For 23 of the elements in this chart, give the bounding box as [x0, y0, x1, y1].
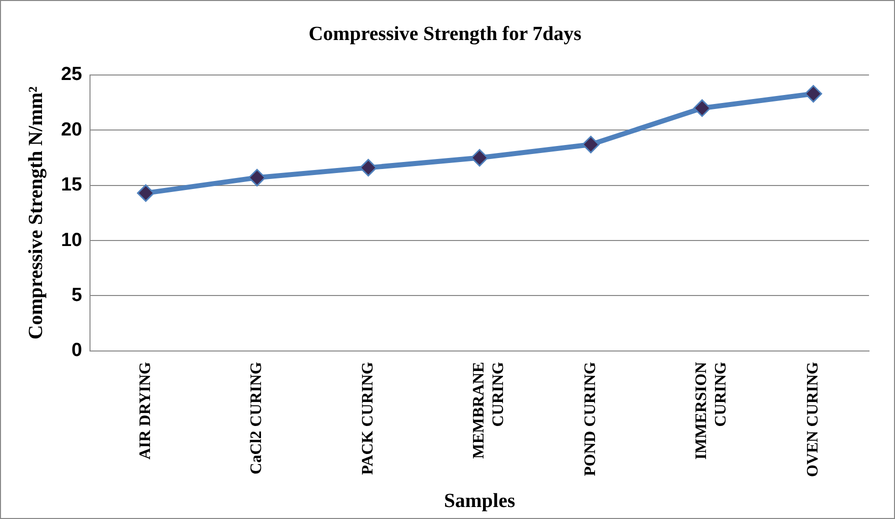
x-axis-title: Samples: [444, 490, 516, 512]
y-tick-label: 15: [60, 174, 83, 196]
y-tick-label: 5: [72, 284, 83, 306]
x-tick-label: MEMBRANE CURING: [470, 361, 507, 459]
x-tick-label: PACK CURING: [359, 361, 376, 475]
x-tick-label: AIR DRYING: [136, 361, 154, 460]
y-axis-title: Compressive Strength N/mm²: [25, 86, 48, 340]
x-tick-label: CaCl2 CURING: [248, 361, 266, 474]
y-tick-label: 25: [60, 64, 83, 86]
y-tick-label: 10: [60, 230, 82, 251]
point: [470, 149, 488, 167]
chart-title: Compressive Strength for 7days: [308, 23, 582, 46]
point: [360, 158, 378, 176]
y-tick-label: 20: [60, 119, 82, 140]
point: [137, 184, 155, 202]
point: [582, 136, 600, 154]
y-tick-label: 0: [72, 340, 82, 362]
point: [693, 99, 711, 117]
x-tick-label: POND CURING: [582, 361, 599, 476]
point: [804, 85, 822, 103]
x-tick-label: IMMERSION CURING: [693, 361, 730, 460]
point: [248, 168, 266, 186]
x-tick-label: OVEN CURING: [804, 361, 822, 478]
